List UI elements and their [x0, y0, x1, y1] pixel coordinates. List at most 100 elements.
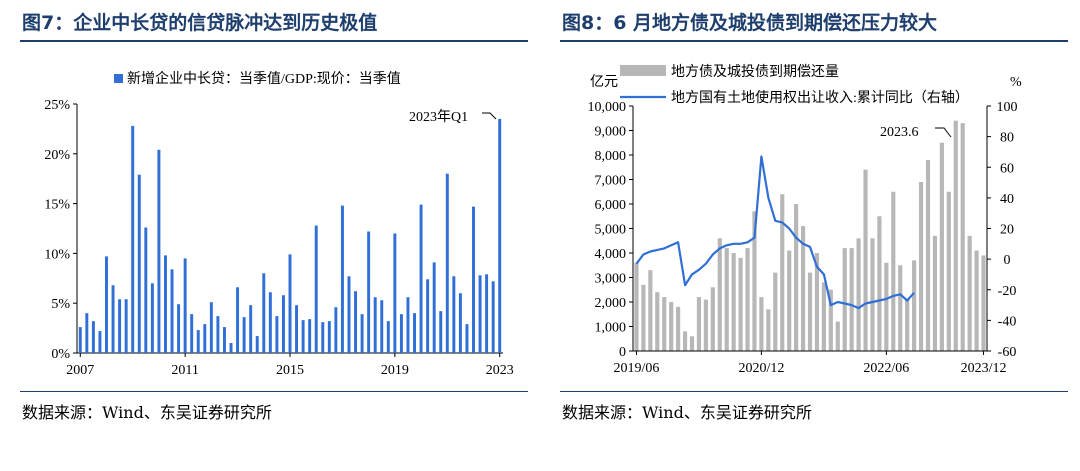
right-bar	[773, 272, 778, 351]
right-left-y-tick-label: 5,000	[595, 223, 627, 238]
right-line-series	[635, 155, 915, 310]
left-bar	[91, 321, 95, 353]
left-source-rule	[20, 391, 528, 392]
right-left-y-tick-label: 3,000	[595, 272, 627, 287]
left-y-tick-label: 0%	[51, 347, 70, 362]
left-y-tick-label: 25%	[44, 98, 70, 113]
right-right-y-tick-label: -60	[998, 345, 1017, 360]
left-x-tick-label: 2019	[381, 363, 409, 378]
left-legend-label: 新增企业中长贷：当季值/GDP:现价：当季值	[127, 70, 401, 87]
right-bar	[967, 235, 972, 351]
left-bar	[242, 317, 246, 353]
left-bar	[124, 299, 128, 353]
right-bar	[717, 238, 722, 351]
left-bar	[131, 125, 135, 353]
right-bar	[877, 216, 882, 351]
left-y-tick-label: 15%	[44, 198, 70, 213]
left-bar	[85, 313, 89, 353]
left-bar	[177, 304, 181, 353]
left-bar	[314, 225, 318, 353]
right-bar	[856, 238, 861, 351]
right-bar	[634, 262, 639, 351]
left-bar	[426, 279, 430, 353]
right-x-tick-label: 2020/12	[738, 361, 784, 376]
left-bar	[203, 324, 207, 353]
left-bar	[222, 327, 226, 353]
left-y-tick-label: 5%	[51, 297, 70, 312]
right-left-y-tick-label: 9,000	[595, 125, 627, 140]
left-x-tick-label: 2007	[66, 363, 94, 378]
right-legend: 地方债及城投债到期偿还量 地方国有土地使用权出让收入:累计同比（右轴）	[620, 64, 969, 106]
right-figure-title: 图8：6 月地方债及城投债到期偿还压力较大	[562, 12, 938, 34]
right-bar	[814, 253, 820, 351]
right-bar	[662, 297, 667, 351]
left-annotation-group: 2023年Q1	[409, 109, 497, 125]
right-bar	[939, 142, 944, 351]
left-bar	[380, 300, 384, 353]
right-bar	[703, 299, 708, 351]
right-left-y-tick-label: 0	[619, 345, 626, 360]
right-bar	[766, 309, 771, 351]
left-bar	[472, 206, 475, 353]
left-bar	[439, 311, 443, 353]
right-right-y-axis: -60 -40 -20 0 20 40 60 80 100	[986, 100, 1018, 360]
left-bar	[249, 305, 253, 353]
left-bar	[491, 281, 495, 353]
left-bar	[255, 336, 259, 353]
left-bar	[98, 331, 102, 353]
left-legend: 新增企业中长贷：当季值/GDP:现价：当季值	[114, 70, 401, 87]
right-combo-chart: 亿元 % 地方债及城投债到期偿还量 地方国有土地使用权出让收入:累计同比（右轴）…	[588, 64, 1023, 376]
left-bar	[209, 302, 213, 353]
right-bar	[870, 238, 875, 351]
right-bar	[669, 302, 674, 351]
left-bar	[334, 307, 338, 353]
left-bar	[229, 343, 233, 353]
right-bar	[759, 297, 764, 351]
left-bar	[419, 204, 423, 353]
right-bar	[724, 248, 729, 351]
right-right-y-tick-label: -20	[998, 284, 1017, 299]
left-bar	[386, 321, 390, 353]
right-title-rule	[560, 40, 1068, 42]
right-right-y-tick-label: 80	[1000, 131, 1014, 146]
right-bar	[905, 299, 910, 351]
left-bar	[157, 149, 161, 353]
left-bar	[118, 299, 122, 353]
right-x-axis: 2019/06 2020/12 2022/06 2023/12	[614, 350, 1006, 376]
left-bar	[367, 231, 371, 353]
left-figure-panel: 图7：企业中长贷的信贷脉冲达到历史极值 新增企业中长贷：当季值/GDP:现价：当…	[20, 12, 528, 422]
left-bar	[78, 327, 82, 353]
right-left-y-axis: 0 1,000 2,000 3,000 4,000 5,000 6,000 7,000 8,00…	[588, 100, 634, 360]
left-y-tick-label: 20%	[44, 148, 70, 163]
right-right-y-tick-label: 20	[1000, 223, 1014, 238]
right-bar	[953, 120, 958, 351]
left-bar	[327, 321, 331, 353]
right-x-tick-label: 2019/06	[614, 361, 660, 376]
right-bar	[738, 257, 743, 351]
right-right-y-tick-label: -40	[998, 314, 1017, 329]
right-bar	[898, 265, 903, 351]
right-bar	[752, 211, 757, 351]
right-annotation: 2023.6	[880, 125, 919, 140]
left-bar	[183, 258, 187, 353]
left-bar	[216, 316, 220, 353]
left-bar	[144, 227, 148, 353]
left-bar	[432, 262, 436, 353]
right-legend-bar-label: 地方债及城投债到期偿还量	[671, 64, 839, 80]
left-bar	[164, 255, 167, 353]
left-source: 数据来源：Wind、东吴证券研究所	[22, 403, 272, 422]
right-bar	[932, 235, 938, 351]
left-bar	[445, 173, 449, 353]
right-bar	[974, 250, 979, 351]
left-bar	[498, 118, 502, 353]
left-bar	[281, 295, 285, 353]
left-bar	[268, 292, 272, 353]
right-bar	[884, 262, 889, 351]
right-bar	[780, 194, 785, 351]
right-bar	[655, 292, 660, 351]
right-right-y-tick-label: 0	[1004, 253, 1011, 268]
right-bar	[821, 282, 826, 351]
left-bar	[458, 293, 462, 353]
left-bar	[347, 276, 351, 353]
right-bar	[912, 260, 917, 351]
